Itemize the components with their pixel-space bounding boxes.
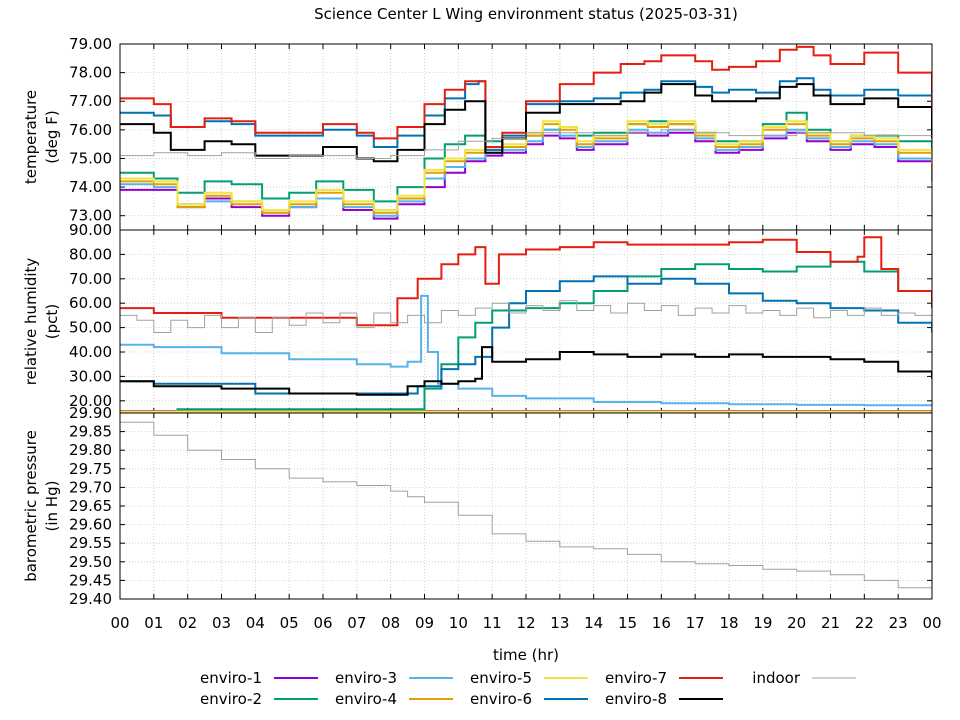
series-line-indoor [120,421,932,598]
x-tick-label: 13 [550,614,569,632]
x-tick-label: 17 [686,614,705,632]
y-tick-label: 79.00 [69,35,112,53]
legend-label-indoor: indoor [752,669,801,687]
y-tick-label: 75.00 [69,149,112,167]
series-line-indoor [120,300,932,333]
y-tick-label: 29.85 [69,423,112,441]
x-tick-label: 15 [618,614,637,632]
y-tick-label: 29.65 [69,497,112,515]
x-tick-label: 08 [381,614,400,632]
x-tick-label: 04 [246,614,265,632]
series-line-enviro-8 [120,346,932,396]
series-line-enviro-5 [120,410,932,413]
x-tick-label: 00 [110,614,129,632]
y-tick-label: 60.00 [69,294,112,312]
y-tick-label: 50.00 [69,319,112,337]
legend: enviro-1 enviro-2 enviro-3 enviro-4 enviro-5… [200,669,856,708]
chart-title: Science Center L Wing environment status… [314,5,738,23]
y-tick-label: 29.40 [69,590,112,608]
y-tick-label: 78.00 [69,64,112,82]
y-axis-label: temperature [22,90,40,184]
x-tick-label: 21 [821,614,840,632]
x-tick-label: 07 [347,614,366,632]
y-tick-label: 29.55 [69,534,112,552]
series-line-enviro-7 [120,45,932,148]
legend-label-enviro-8: enviro-8 [605,690,667,708]
y-tick-label: 29.70 [69,478,112,496]
panel-relative-humidity: 20.00 30.00 40.00 50.00 60.00 70.00 80.00 90.00… [22,221,933,414]
legend-label-enviro-2: enviro-2 [200,690,262,708]
y-axis-label: (pct) [43,304,61,339]
x-tick-label: 05 [280,614,299,632]
y-tick-label: 29.75 [69,460,112,478]
panel-temperature: 73.00 74.00 75.00 76.00 77.00 78.00 79.00 tempe… [22,35,933,231]
x-tick-label: 20 [787,614,806,632]
panel-barometric-pressure: 29.4029.4529.5029.5529.6029.6529.7029.75… [22,404,933,608]
y-tick-label: 77.00 [69,92,112,110]
y-tick-label: 90.00 [69,221,112,239]
legend-label-enviro-6: enviro-6 [470,690,532,708]
x-tick-label: 06 [313,614,332,632]
x-tick-label: 19 [753,614,772,632]
y-tick-label: 73.00 [69,207,112,225]
y-tick-label: 29.45 [69,571,112,589]
y-tick-label: 29.80 [69,441,112,459]
series-line-indoor [120,129,932,159]
x-tick-label: 18 [719,614,738,632]
y-tick-label: 70.00 [69,270,112,288]
legend-label-enviro-7: enviro-7 [605,669,667,687]
x-tick-label: 16 [652,614,671,632]
y-axis-label: (in Hg) [43,481,61,532]
x-tick-label: 12 [516,614,535,632]
x-axis-label: time (hr) [493,646,559,664]
series-line-enviro-7 [120,236,932,327]
x-tick-label: 09 [415,614,434,632]
x-tick-label: 11 [483,614,502,632]
panel-frame [119,412,933,600]
series-line-enviro-3 [120,128,932,217]
y-tick-label: 80.00 [69,245,112,263]
y-axis-label: (deg F) [43,110,61,163]
y-tick-label: 76.00 [69,121,112,139]
x-tick-label: 23 [889,614,908,632]
y-axis-label: barometric pressure [22,430,40,582]
y-tick-label: 29.90 [69,404,112,422]
series-line-enviro-5 [120,120,932,211]
x-tick-label: 02 [178,614,197,632]
series-line-enviro-6 [120,275,932,395]
chart-panels: 73.00 74.00 75.00 76.00 77.00 78.00 79.00 tempe… [22,35,942,632]
x-tick-label: 00 [922,614,941,632]
y-tick-label: 29.60 [69,516,112,534]
x-tick-label: 01 [144,614,163,632]
y-tick-label: 30.00 [69,367,112,385]
series-line-enviro-3 [120,294,932,407]
y-tick-label: 40.00 [69,343,112,361]
y-axis-label: relative humidity [22,258,40,386]
x-tick-label: 10 [449,614,468,632]
legend-label-enviro-1: enviro-1 [200,669,262,687]
x-tick-label: 22 [855,614,874,632]
legend-label-enviro-5: enviro-5 [470,669,532,687]
x-tick-label: 03 [212,614,231,632]
y-tick-label: 29.50 [69,553,112,571]
y-tick-label: 20.00 [69,392,112,410]
x-tick-label: 14 [584,614,603,632]
y-tick-label: 74.00 [69,178,112,196]
legend-label-enviro-4: enviro-4 [335,690,397,708]
legend-label-enviro-3: enviro-3 [335,669,397,687]
